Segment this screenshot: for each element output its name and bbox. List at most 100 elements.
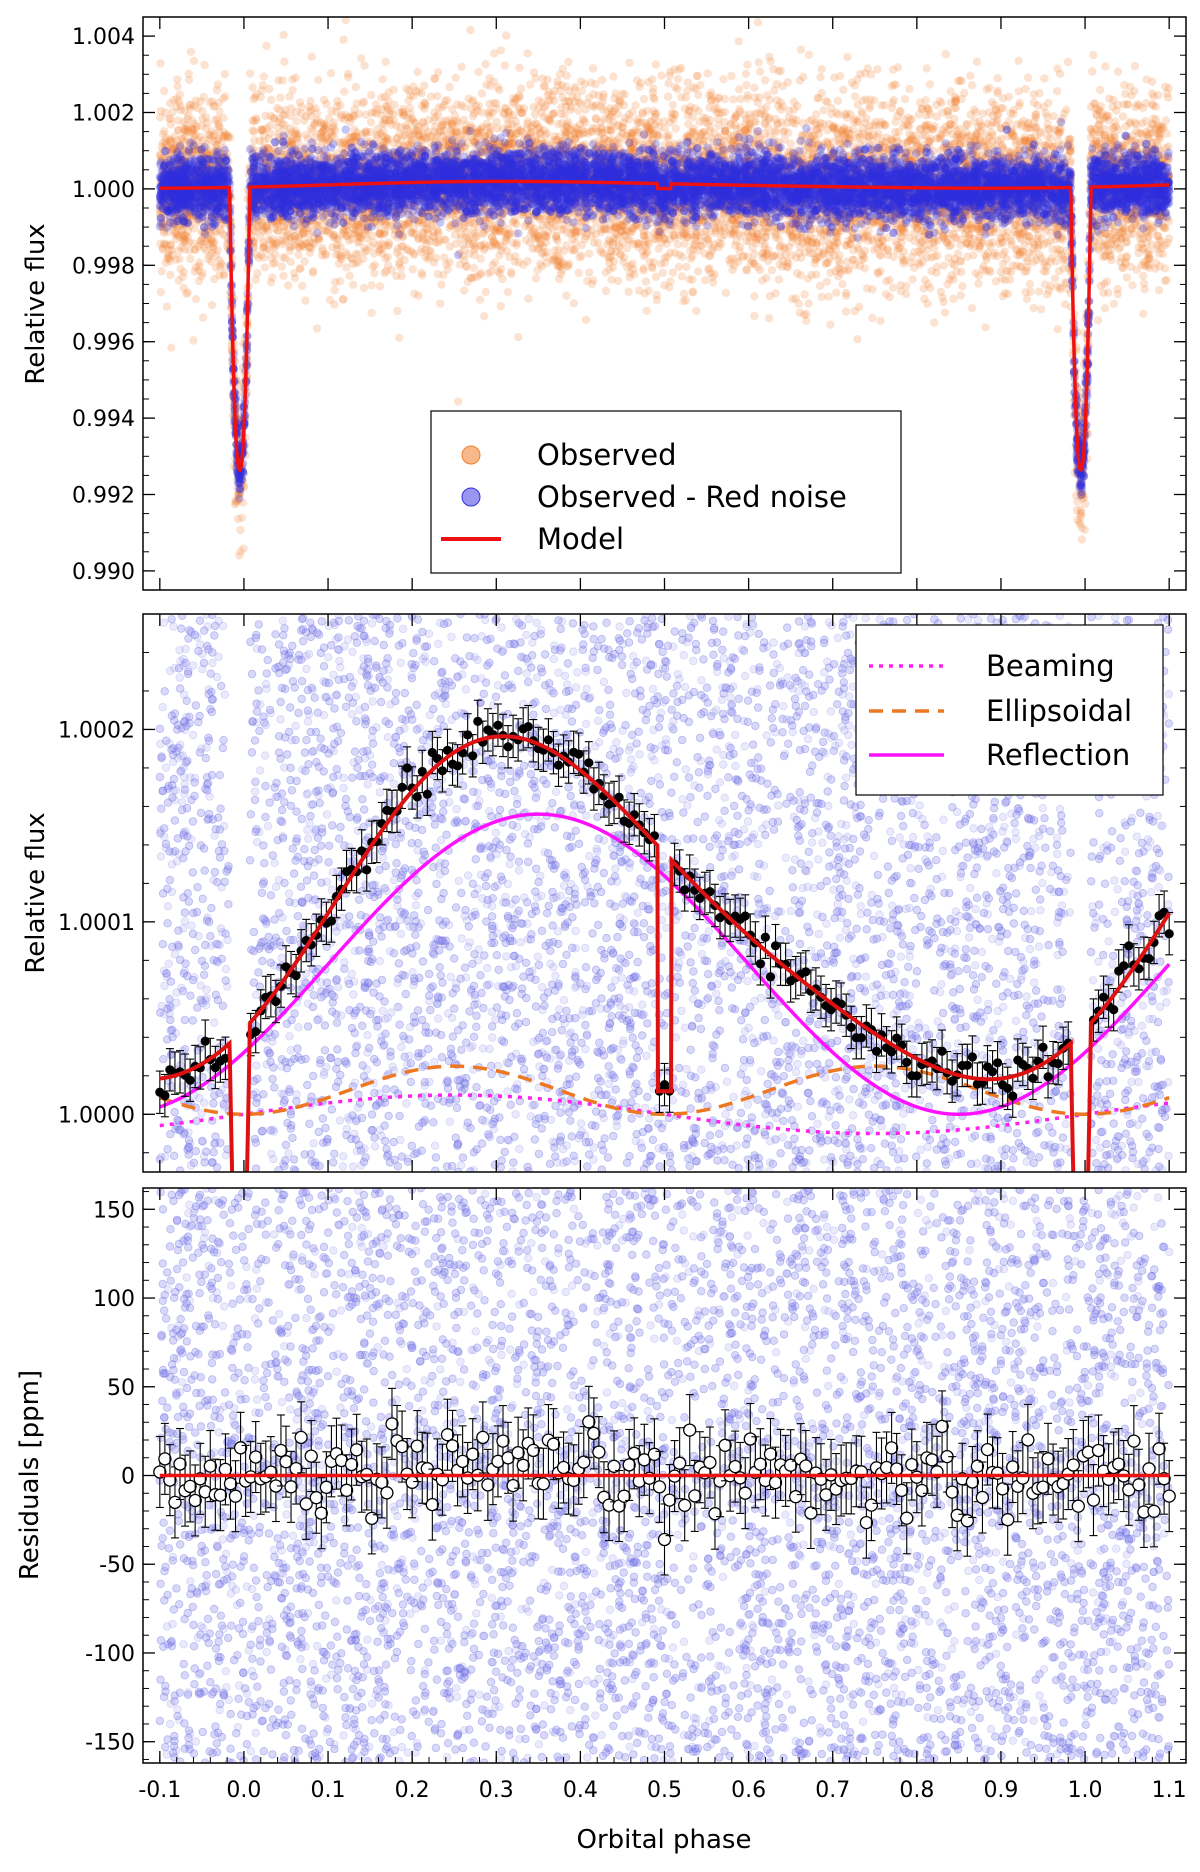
observed-point: [529, 102, 538, 112]
observed-point: [650, 109, 660, 119]
observed-point: [477, 89, 487, 98]
observed-point: [1109, 299, 1119, 309]
observed-point: [783, 78, 792, 87]
observed-point: [409, 224, 419, 233]
observed-point: [750, 217, 759, 226]
observed-point: [688, 252, 697, 261]
observed-point: [692, 306, 701, 316]
observed-point: [470, 109, 479, 118]
observed-point: [479, 201, 488, 211]
observed-point: [351, 82, 360, 92]
observed-point: [472, 102, 481, 111]
observed-point: [1025, 279, 1035, 289]
observed-point: [639, 94, 649, 104]
observed-point: [641, 277, 651, 286]
observed-point: [668, 100, 677, 110]
observed-point: [410, 289, 419, 298]
observed-point: [805, 17, 808, 18]
observed-points: [155, 17, 1174, 560]
observed-point: [967, 192, 977, 201]
observed-point: [574, 98, 583, 107]
observed-point: [863, 191, 872, 201]
observed-point: [588, 64, 598, 73]
observed-point: [334, 259, 344, 268]
observed-point: [868, 313, 877, 323]
observed-point: [714, 238, 724, 247]
observed-point: [742, 80, 751, 90]
observed-point: [1118, 112, 1128, 121]
observed-point: [251, 114, 261, 123]
observed-point: [383, 102, 392, 112]
observed-point: [938, 125, 947, 135]
observed-point: [742, 265, 751, 274]
observed-point: [328, 243, 337, 252]
observed-point: [267, 95, 276, 105]
observed-point: [638, 109, 648, 118]
observed-point: [1010, 154, 1019, 163]
observed-point: [381, 57, 390, 66]
observed-point: [673, 74, 683, 84]
observed-point: [624, 287, 633, 297]
observed-point: [564, 57, 573, 67]
observed-point: [1049, 112, 1058, 121]
observed-point: [198, 313, 208, 322]
observed-point: [881, 290, 891, 299]
observed-point: [262, 41, 271, 51]
observed-point: [925, 80, 935, 89]
observed-point: [541, 231, 550, 240]
observed-point: [774, 143, 784, 152]
observed-point: [407, 131, 416, 140]
observed-point: [840, 110, 849, 120]
observed-point: [983, 137, 992, 146]
observed-point: [887, 103, 896, 113]
observed-point: [682, 262, 691, 272]
observed-point: [1122, 273, 1132, 282]
observed-point: [625, 58, 634, 67]
observed-point: [540, 82, 549, 91]
observed-point: [652, 296, 662, 305]
observed-point: [1138, 271, 1148, 281]
observed-point: [939, 261, 949, 270]
observed-point: [393, 306, 402, 316]
observed-point: [437, 280, 446, 289]
observed-point: [274, 227, 283, 236]
observed-point: [161, 258, 170, 267]
observed-point: [383, 137, 392, 146]
observed-point: [156, 59, 165, 68]
observed-point: [734, 37, 743, 46]
observed-point: [658, 223, 668, 232]
observed-point: [1139, 279, 1149, 288]
observed-point: [1093, 243, 1102, 252]
observed-point: [526, 80, 535, 89]
observed-point: [503, 287, 513, 297]
observed-point: [1101, 62, 1110, 71]
observed-point: [481, 287, 490, 297]
observed-point: [1089, 50, 1098, 60]
observed-point: [392, 218, 401, 227]
observed-point: [500, 61, 509, 70]
observed-point: [262, 245, 272, 254]
observed-point: [166, 270, 175, 280]
observed-point: [164, 201, 174, 211]
observed-point: [630, 203, 639, 212]
observed-point: [326, 69, 336, 78]
observed-point: [1154, 286, 1164, 295]
observed-point: [237, 513, 247, 522]
observed-point: [1026, 200, 1035, 210]
observed-point: [601, 286, 611, 296]
observed-point: [639, 149, 648, 158]
observed-point: [413, 67, 422, 77]
observed-point: [972, 57, 982, 66]
observed-point: [609, 72, 618, 81]
observed-point: [1034, 287, 1044, 296]
observed-point: [407, 227, 416, 236]
observed-point: [1128, 281, 1137, 290]
observed-point: [183, 288, 192, 297]
observed-point: [1055, 69, 1065, 79]
observed-point: [989, 152, 998, 162]
observed-point: [307, 52, 316, 61]
observed-point: [922, 64, 931, 73]
observed-point: [1088, 67, 1097, 76]
observed-point: [469, 263, 478, 273]
